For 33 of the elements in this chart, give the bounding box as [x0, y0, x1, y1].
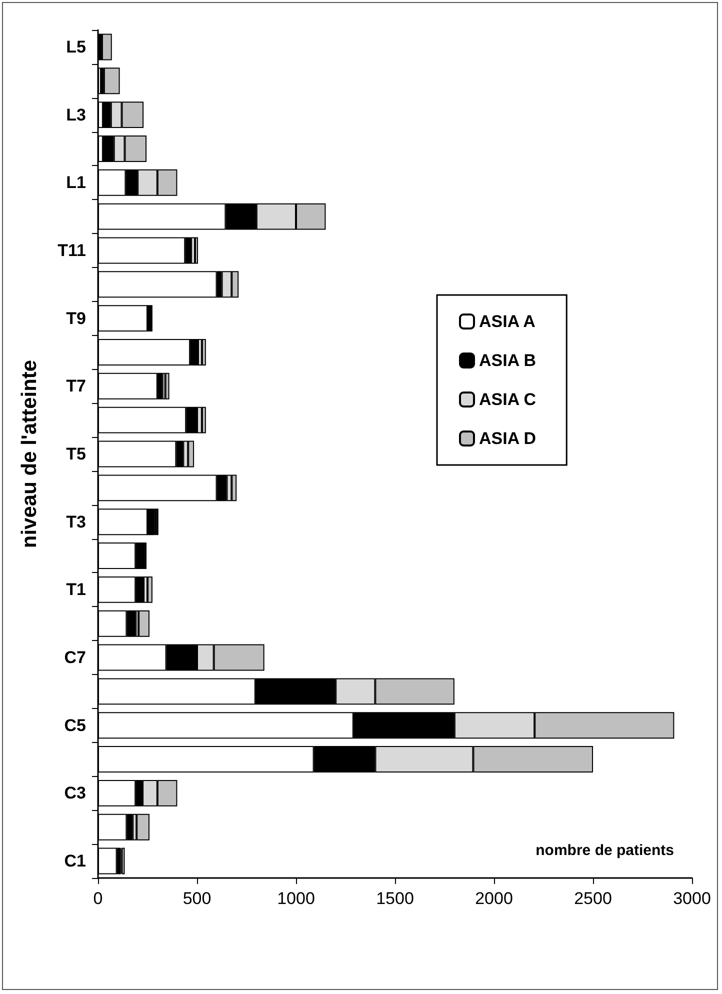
x-tick-label: 0	[93, 889, 103, 908]
legend-label: ASIA D	[479, 429, 536, 448]
bar	[202, 339, 206, 366]
y-tick-label: C1	[64, 852, 86, 871]
y-axis-title: niveau de l'atteinte	[18, 360, 41, 548]
y-tick-label: L3	[66, 105, 86, 124]
y-tick-label: L1	[66, 173, 86, 192]
x-tick-label: 2000	[475, 889, 513, 908]
x-tick-label: 1000	[277, 889, 315, 908]
y-tick-label: C7	[64, 648, 86, 668]
y-tick-label: L5	[66, 37, 86, 56]
bar	[104, 68, 120, 94]
legend-label: ASIA C	[479, 390, 536, 409]
x-tick-label: 2500	[574, 889, 612, 908]
bar	[136, 814, 150, 840]
x-axis-title: nombre de patients	[536, 842, 674, 859]
bar	[138, 610, 150, 637]
y-tick-label: T11	[58, 240, 86, 260]
bar	[148, 576, 152, 603]
y-tick-label: T7	[66, 376, 86, 396]
legend-label: ASIA B	[479, 351, 536, 370]
y-tick-label: C3	[64, 784, 86, 803]
x-tick-label: 3000	[673, 889, 711, 908]
bar	[165, 372, 170, 400]
x-tick-label: 500	[182, 889, 212, 908]
y-tick-label: T9	[66, 308, 86, 328]
x-tick-label: 1500	[376, 889, 414, 908]
y-tick-label: T5	[66, 444, 86, 464]
y-tick-label: T1	[66, 580, 86, 600]
bar	[102, 34, 112, 60]
y-tick-label: T3	[66, 512, 86, 532]
y-tick-label: C5	[64, 716, 86, 735]
legend-label: ASIA A	[479, 312, 536, 331]
